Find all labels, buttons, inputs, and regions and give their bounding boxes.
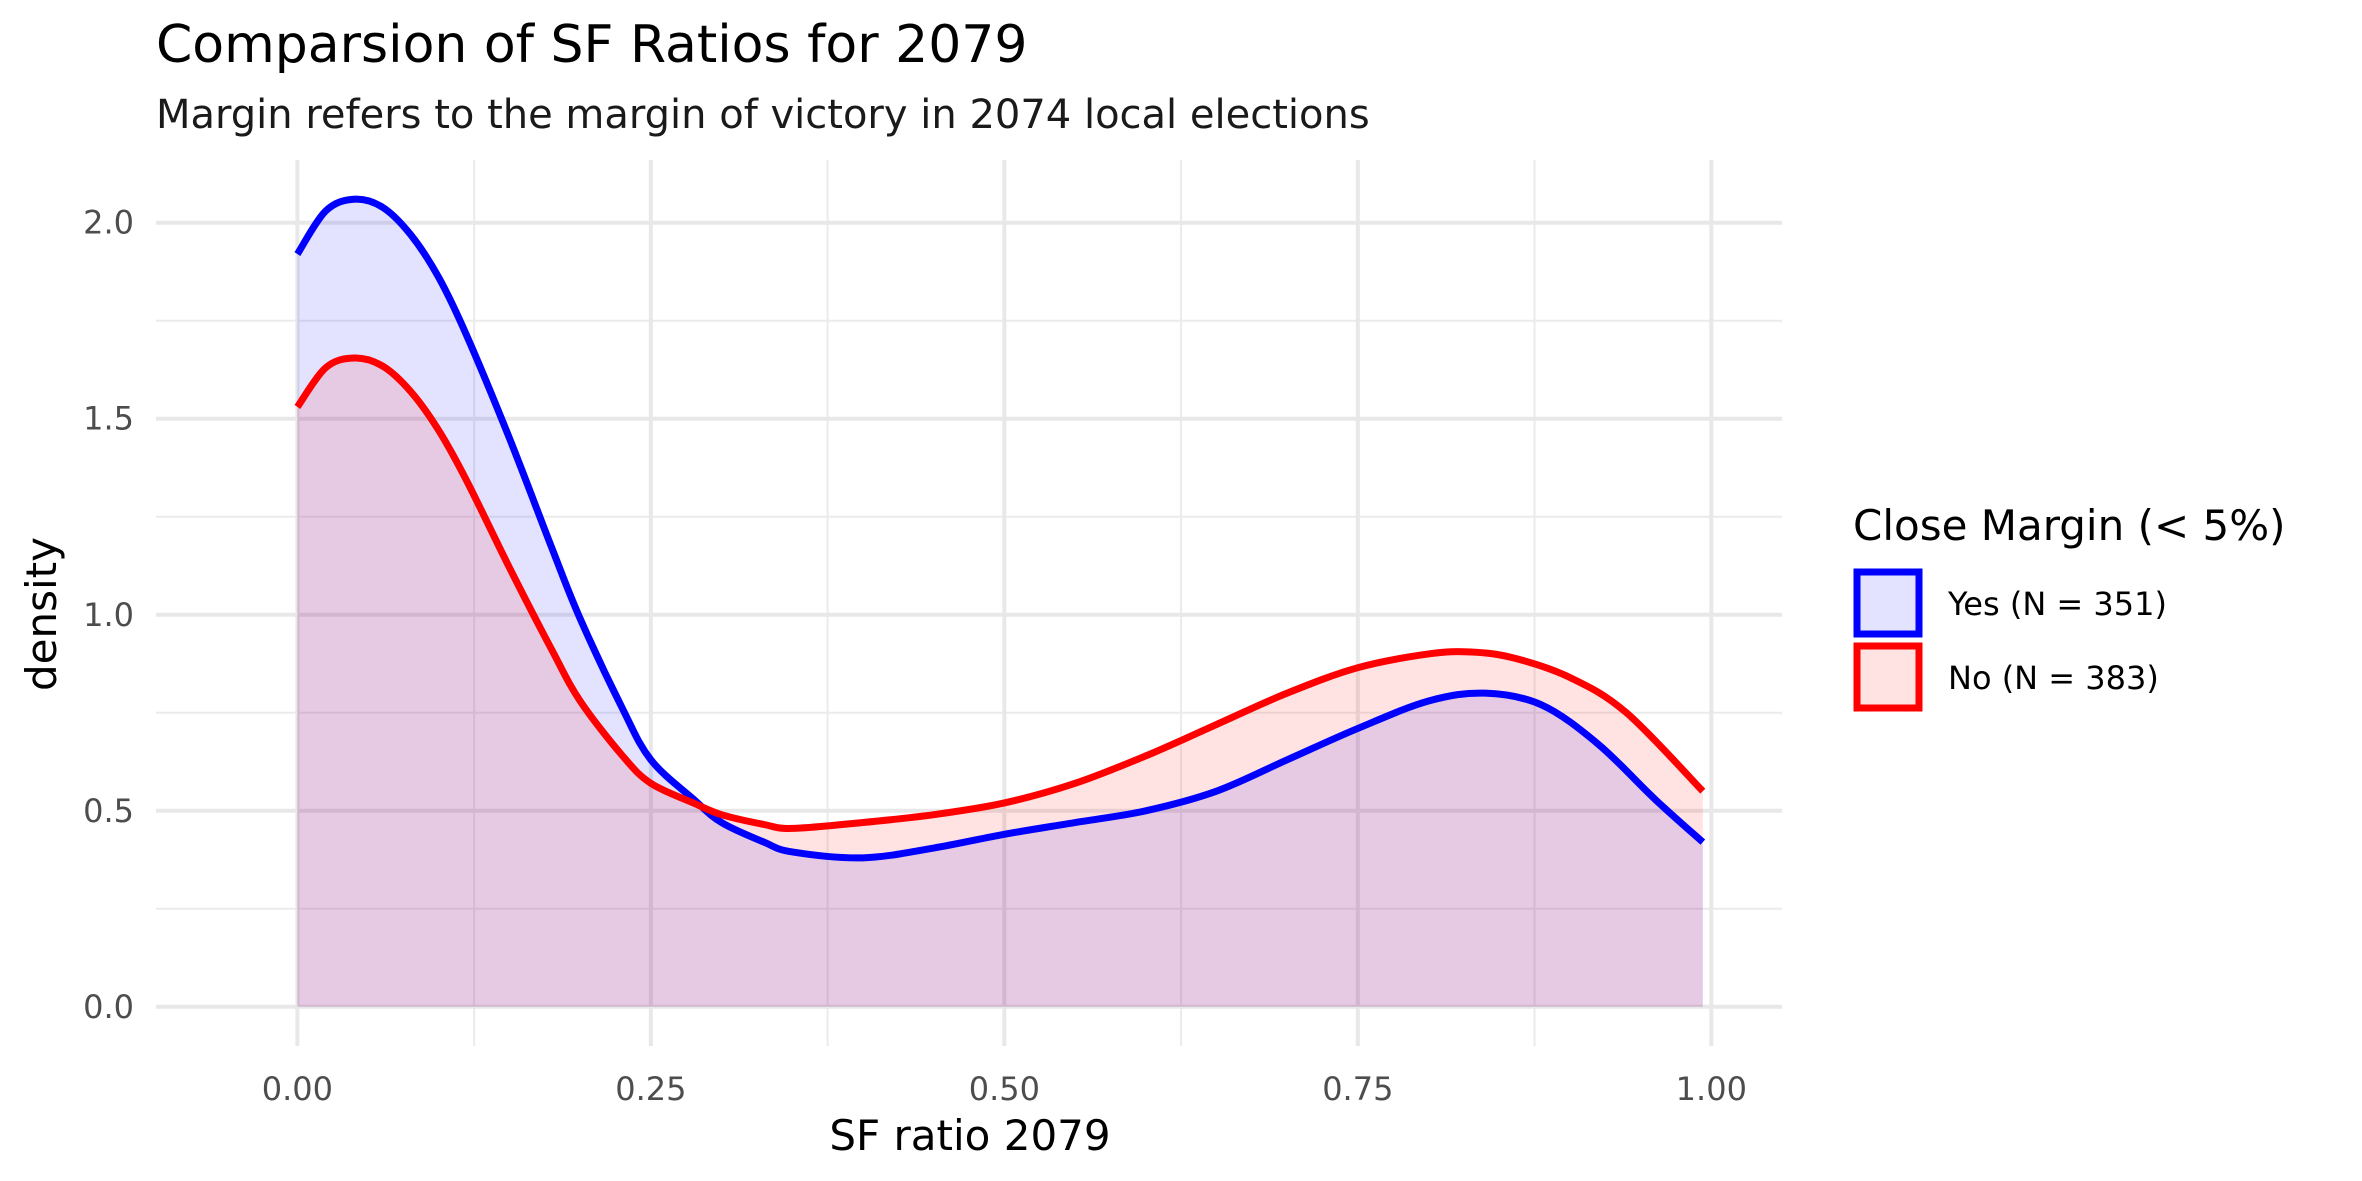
density-line-yes bbox=[294, 195, 1706, 862]
density-line-no bbox=[294, 354, 1706, 832]
y-axis-title: density bbox=[17, 537, 66, 691]
y-tick-label: 1.5 bbox=[83, 400, 134, 438]
y-tick-label: 0.0 bbox=[83, 988, 134, 1026]
x-tick-label: 0.50 bbox=[969, 1070, 1040, 1108]
density-lines bbox=[294, 195, 1706, 862]
y-tick-label: 0.5 bbox=[83, 792, 134, 830]
density-area-yes bbox=[297, 199, 1703, 1007]
x-tick-label: 1.00 bbox=[1676, 1070, 1747, 1108]
y-tick-label: 1.0 bbox=[83, 596, 134, 634]
legend-key-no bbox=[1853, 642, 1923, 712]
legend-items: Yes (N = 351) No (N = 383) bbox=[1853, 568, 2167, 712]
x-tick-label: 0.00 bbox=[262, 1070, 333, 1108]
legend: Close Margin (< 5%) Yes (N = 351) No (N =… bbox=[1853, 501, 2286, 712]
density-areas bbox=[297, 199, 1703, 1007]
density-area-no bbox=[297, 357, 1703, 1007]
y-axis-ticks: 0.0 0.5 1.0 1.5 2.0 bbox=[83, 204, 134, 1026]
x-axis-ticks: 0.00 0.25 0.50 0.75 1.00 bbox=[262, 1070, 1747, 1108]
legend-label-no: No (N = 383) bbox=[1948, 659, 2159, 697]
chart-title: Comparsion of SF Ratios for 2079 bbox=[156, 15, 1027, 75]
x-axis-title: SF ratio 2079 bbox=[829, 1111, 1110, 1160]
y-tick-label: 2.0 bbox=[83, 204, 134, 242]
x-tick-label: 0.25 bbox=[615, 1070, 686, 1108]
chart-subtitle: Margin refers to the margin of victory i… bbox=[156, 92, 1370, 138]
legend-label-yes: Yes (N = 351) bbox=[1947, 585, 2167, 623]
legend-title: Close Margin (< 5%) bbox=[1853, 501, 2286, 550]
x-tick-label: 0.75 bbox=[1322, 1070, 1393, 1108]
legend-key-yes bbox=[1853, 568, 1923, 638]
